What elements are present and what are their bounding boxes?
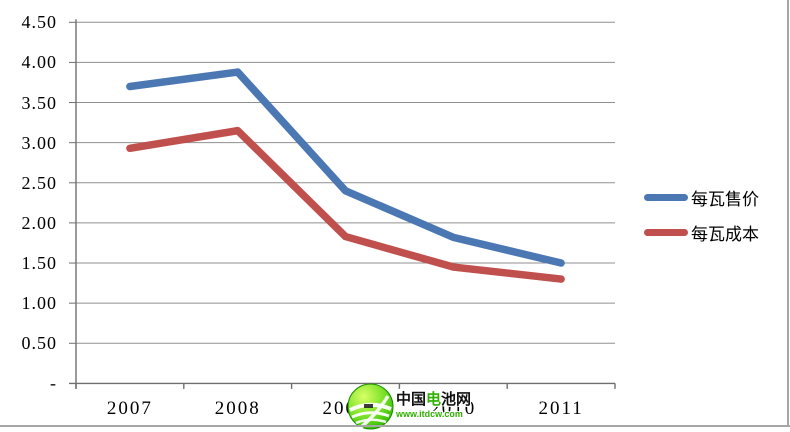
watermark-text: 中国电池网 www.itdcw.com [396, 392, 471, 420]
watermark-site-name: 中国电池网 [396, 392, 471, 408]
y-tick-label: 1.50 [21, 253, 57, 274]
watermark-name-suffix: 池网 [441, 391, 472, 408]
series-line-0 [126, 68, 565, 267]
watermark-name-highlight: 电 [426, 391, 442, 408]
y-tick-label: 3.50 [21, 92, 57, 113]
legend-label-cost: 每瓦成本 [691, 224, 759, 244]
watermark: 中国电池网 www.itdcw.com [347, 383, 471, 430]
y-tick-label: 1.00 [21, 293, 57, 314]
watermark-name-prefix: 中国 [396, 391, 427, 408]
page-frame-right-border [787, 0, 789, 427]
legend-label-price: 每瓦售价 [691, 189, 759, 209]
x-tick-label: 2010 [430, 398, 477, 419]
y-tick-label: 2.00 [21, 212, 57, 233]
y-tick-label: 3.00 [21, 132, 57, 153]
x-tick-label: 2008 [214, 398, 261, 419]
x-tick-label: 2007 [106, 398, 153, 419]
page-frame-bottom-border [0, 425, 790, 427]
y-tick-label: 2.50 [21, 172, 57, 193]
legend-swatch-cost [644, 228, 688, 236]
y-tick-label: 4.50 [21, 12, 57, 33]
watermark-url: www.itdcw.com [396, 409, 463, 419]
y-tick-label: 0.50 [21, 333, 57, 354]
x-tick-label: 2011 [538, 398, 584, 419]
watermark-logo-icon [347, 383, 394, 430]
legend-swatch-price [644, 193, 688, 201]
legend-item-price: 每瓦售价 [644, 188, 759, 209]
y-tick-label: 4.00 [21, 52, 57, 73]
y-tick-label: - [50, 373, 57, 394]
series-line-1 [126, 126, 565, 283]
legend-item-cost: 每瓦成本 [644, 223, 759, 244]
legend: 每瓦售价 每瓦成本 [644, 188, 759, 258]
